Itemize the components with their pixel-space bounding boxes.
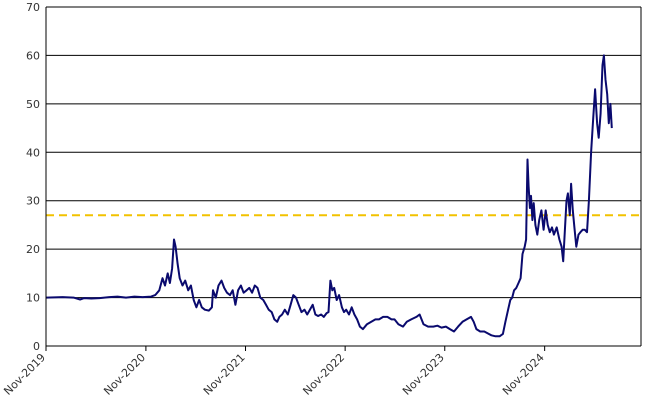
y-tick-label: 70 xyxy=(26,1,40,14)
y-tick-label: 10 xyxy=(26,292,40,305)
x-tick-label: Nov-2019 xyxy=(1,351,48,398)
x-tick-label: Nov-2020 xyxy=(101,351,148,398)
x-tick-label: Nov-2023 xyxy=(400,351,447,398)
x-tick-label: Nov-2022 xyxy=(300,351,347,398)
x-tick-labels: Nov-2019 Nov-2020 Nov-2021 Nov-2022 Nov-2023… xyxy=(1,351,546,398)
y-tick-label: 40 xyxy=(26,146,40,159)
y-tick-label: 0 xyxy=(33,340,40,353)
series-line-0 xyxy=(45,54,613,338)
y-tick-label: 60 xyxy=(26,49,40,62)
axes xyxy=(45,7,642,351)
y-tick-labels: 0 10 20 30 40 50 60 70 xyxy=(26,1,40,353)
x-tick-label: Nov-2024 xyxy=(500,351,547,398)
x-tick-label: Nov-2021 xyxy=(201,351,248,398)
y-tick-label: 30 xyxy=(26,195,40,208)
y-tick-label: 50 xyxy=(26,98,40,111)
series-group xyxy=(45,54,613,338)
gridlines xyxy=(46,6,641,299)
y-tick-label: 20 xyxy=(26,243,40,256)
